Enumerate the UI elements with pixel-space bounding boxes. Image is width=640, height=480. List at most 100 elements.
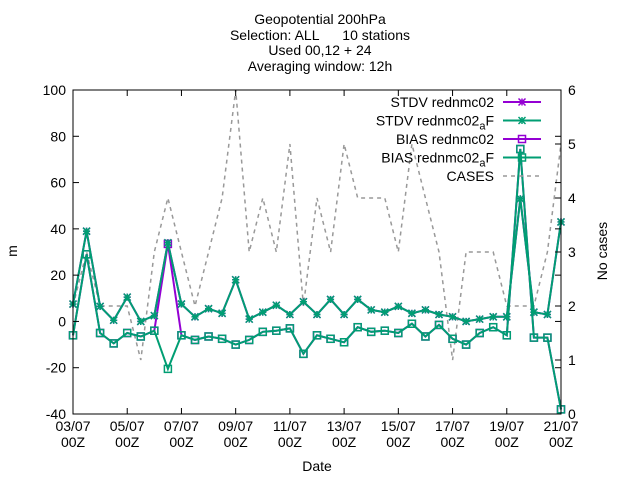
x-tick-label: 21/07 — [543, 418, 578, 434]
data-point-stdv-rednmc02-af — [272, 301, 281, 310]
data-point-bias-rednmc02-af — [448, 334, 457, 344]
data-point-bias-rednmc02-af — [190, 335, 200, 345]
data-point-bias-rednmc02-af — [177, 331, 186, 340]
x-tick-label: 03/07 — [55, 418, 90, 434]
y-tick-label: -20 — [46, 360, 66, 376]
data-point-stdv-rednmc02-af — [407, 309, 416, 318]
data-point-bias-rednmc02-af — [217, 334, 227, 344]
series-line-cases — [72, 89, 562, 361]
x-tick-label-hour: 00Z — [169, 434, 194, 450]
data-point-stdv-rednmc02-af — [96, 302, 105, 311]
data-point-bias-rednmc02-af — [136, 332, 146, 341]
x-tick-label-hour: 00Z — [549, 434, 574, 450]
data-point-bias-rednmc02-af — [475, 328, 484, 338]
data-point-bias-rednmc02-af — [163, 364, 173, 374]
data-point-stdv-rednmc02-af — [82, 227, 91, 236]
x-tick-label: 19/07 — [489, 418, 524, 434]
data-point-stdv-rednmc02-af — [380, 308, 389, 317]
data-point-bias-rednmc02-af — [543, 333, 552, 342]
legend-swatch-marker — [517, 116, 527, 125]
series-line-bias-rednmc02-af — [72, 148, 562, 410]
data-point-stdv-rednmc02-af — [123, 293, 132, 302]
title-line-4: Averaging window: 12h — [247, 57, 393, 74]
data-point-bias-rednmc02-af — [380, 326, 390, 335]
data-point-bias-rednmc02-af — [231, 340, 240, 349]
data-point-bias-rednmc02-af — [122, 328, 132, 338]
x-tick-label: 05/07 — [110, 418, 145, 434]
data-point-stdv-rednmc02-af — [489, 312, 498, 321]
data-point-bias-rednmc02-af — [272, 326, 281, 335]
x-tick-label: 15/07 — [381, 418, 416, 434]
data-point-stdv-rednmc02-af — [340, 310, 349, 319]
title-line-3: Used 00,12 + 24 — [268, 42, 372, 58]
x-tick-label-hour: 00Z — [386, 434, 411, 450]
data-point-bias-rednmc02-af — [204, 332, 213, 341]
y2-tick-label: 0 — [568, 406, 576, 422]
data-point-stdv-rednmc02-af — [258, 308, 267, 317]
y-tick-label: 40 — [50, 221, 66, 237]
x-tick-label: 07/07 — [164, 418, 199, 434]
y-axis-label: m — [4, 245, 20, 257]
data-point-bias-rednmc02-af — [258, 327, 268, 337]
legend-swatch-marker — [517, 134, 527, 144]
data-point-bias-rednmc02-af — [366, 327, 376, 337]
x-tick-label-hour: 00Z — [278, 434, 303, 450]
y-tick-label: 20 — [50, 267, 66, 283]
y2-tick-label: 2 — [568, 298, 576, 314]
data-point-bias-rednmc02-af — [299, 349, 308, 359]
data-point-stdv-rednmc02-af — [543, 310, 552, 319]
data-point-stdv-rednmc02-af — [245, 315, 254, 324]
legend-swatch-marker — [517, 153, 527, 162]
x-tick-label-hour: 00Z — [224, 434, 249, 450]
x-tick-label: 13/07 — [327, 418, 362, 434]
data-point-bias-rednmc02-af — [407, 319, 417, 328]
data-point-bias-rednmc02-af — [285, 324, 295, 333]
data-point-bias-rednmc02-af — [339, 338, 349, 347]
data-point-bias-rednmc02-af — [434, 320, 444, 330]
series-line-bias-rednmc02 — [72, 148, 562, 410]
data-point-stdv-rednmc02-af — [299, 297, 308, 306]
data-point-stdv-rednmc02-af — [231, 275, 240, 284]
data-point-stdv-rednmc02-af — [163, 238, 172, 247]
legend-label: CASES — [447, 168, 494, 184]
title-line-1: Geopotential 200hPa — [254, 11, 386, 27]
x-tick-label-hour: 00Z — [440, 434, 465, 450]
data-point-bias-rednmc02-af — [529, 333, 539, 342]
y2-tick-label: 1 — [568, 352, 576, 368]
data-point-bias-rednmc02-af — [109, 339, 118, 348]
legend-label: STDV rednmc02 — [391, 94, 495, 110]
y2-tick-label: 4 — [568, 190, 576, 206]
y2-tick-label: 6 — [568, 82, 576, 98]
data-point-stdv-rednmc02-af — [312, 310, 322, 319]
x-tick-label-hour: 00Z — [332, 434, 357, 450]
y-tick-label: 0 — [58, 313, 66, 329]
data-point-bias-rednmc02-af — [394, 328, 403, 338]
data-point-bias-rednmc02-af — [150, 326, 159, 335]
data-point-stdv-rednmc02-af — [190, 312, 200, 321]
data-point-bias-rednmc02-af — [82, 250, 91, 259]
chart-title: Geopotential 200hPa Selection: ALL 10 st… — [0, 11, 640, 74]
series-line-stdv-rednmc02 — [72, 198, 562, 323]
data-point-bias-rednmc02-af — [312, 331, 322, 340]
data-point-bias-rednmc02-af — [95, 328, 105, 338]
legend-label: BIAS rednmc02aF — [381, 150, 494, 170]
x-tick-label: 11/07 — [273, 418, 307, 434]
data-point-stdv-rednmc02-af — [150, 311, 159, 320]
data-point-bias-rednmc02-af — [421, 332, 430, 341]
y2-tick-label: 3 — [568, 244, 576, 260]
data-point-stdv-rednmc02-af — [353, 295, 362, 304]
legend-label: BIAS rednmc02 — [396, 131, 494, 147]
legend-label: STDV rednmc02aF — [376, 113, 494, 133]
data-point-stdv-rednmc02-af — [218, 309, 227, 318]
data-point-stdv-rednmc02-af — [367, 305, 376, 314]
series-line-stdv-rednmc02-af — [72, 198, 562, 323]
y-tick-label: 60 — [50, 175, 66, 191]
x-tick-label: 17/07 — [435, 418, 470, 434]
x-tick-label-hour: 00Z — [61, 434, 86, 450]
x-tick-label-hour: 00Z — [495, 434, 520, 450]
data-point-stdv-rednmc02-af — [448, 312, 457, 321]
title-line-2: Selection: ALL 10 stations — [229, 26, 411, 43]
y-tick-label: -40 — [46, 406, 66, 422]
